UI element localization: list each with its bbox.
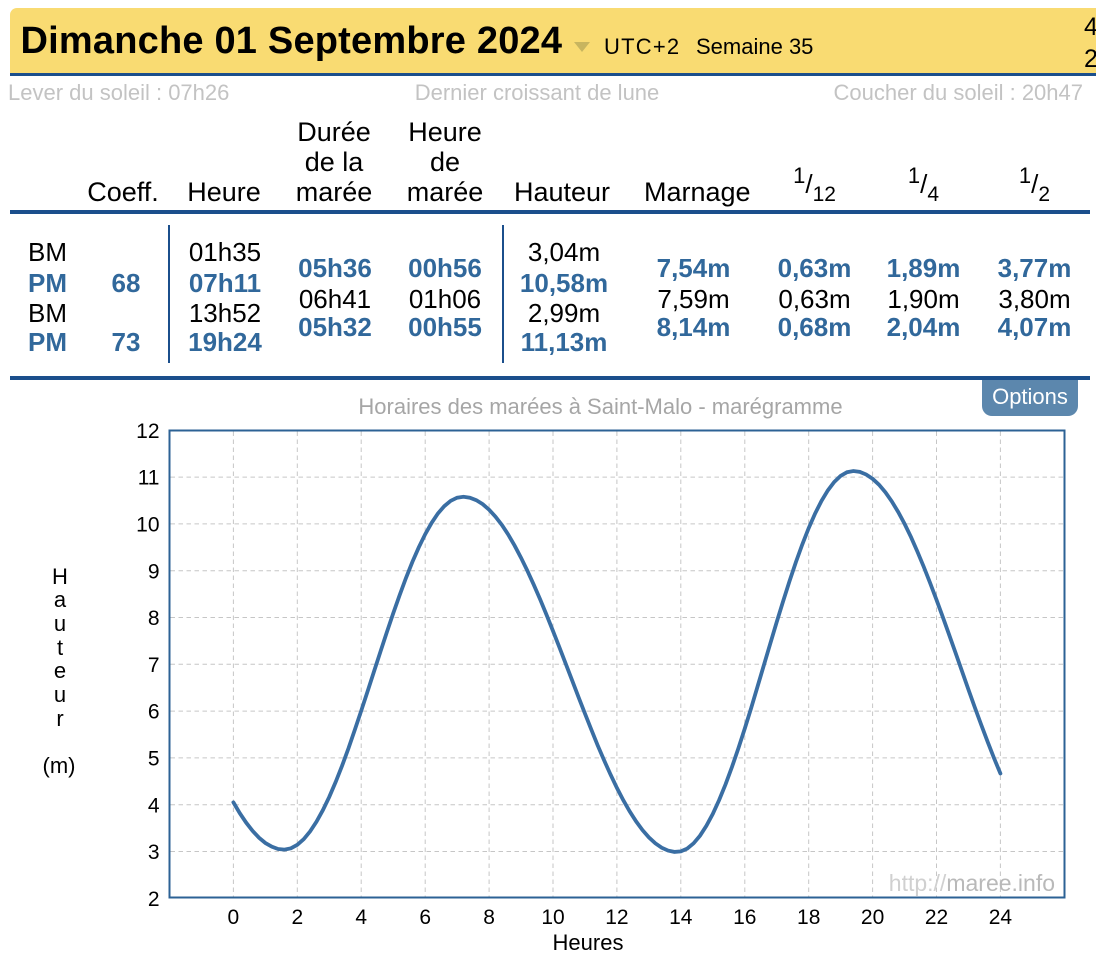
svg-text:11: 11 <box>138 467 160 490</box>
svg-text:10: 10 <box>541 906 564 929</box>
svg-text:12: 12 <box>136 420 159 443</box>
svg-text:3: 3 <box>148 841 160 864</box>
svg-text:6: 6 <box>419 906 431 929</box>
svg-text:22: 22 <box>925 906 948 929</box>
svg-text:24: 24 <box>989 906 1013 929</box>
svg-text:18: 18 <box>797 906 820 929</box>
svg-text:16: 16 <box>733 906 756 929</box>
svg-text:10: 10 <box>136 514 159 537</box>
svg-text:7: 7 <box>148 654 160 677</box>
svg-text:6: 6 <box>148 701 160 724</box>
svg-text:12: 12 <box>605 906 628 929</box>
svg-text:0: 0 <box>228 906 240 929</box>
svg-text:20: 20 <box>861 906 884 929</box>
svg-text:http://maree.info: http://maree.info <box>889 870 1055 896</box>
svg-text:8: 8 <box>483 906 495 929</box>
svg-text:2: 2 <box>148 888 160 911</box>
svg-text:4: 4 <box>355 906 367 929</box>
svg-text:5: 5 <box>148 748 160 771</box>
svg-text:4: 4 <box>148 794 160 817</box>
svg-text:14: 14 <box>669 906 693 929</box>
svg-text:9: 9 <box>148 560 160 583</box>
svg-text:8: 8 <box>148 607 160 630</box>
svg-text:2: 2 <box>291 906 303 929</box>
